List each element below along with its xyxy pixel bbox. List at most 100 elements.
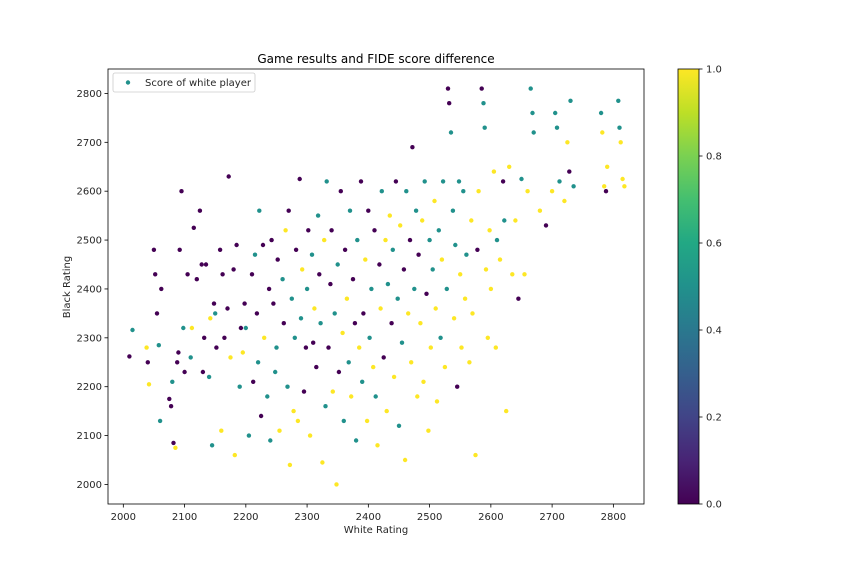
data-point [232, 452, 237, 458]
data-point [395, 296, 400, 301]
data-point [361, 311, 366, 316]
data-point [459, 345, 464, 350]
data-point [620, 176, 625, 182]
x-axis: 2000 2100 2200 2300 2400 2500 2600 2700 2800 [111, 504, 626, 523]
data-point [525, 189, 530, 194]
data-point [300, 267, 305, 272]
data-point [502, 218, 507, 223]
data-point [393, 179, 399, 184]
x-axis-label: White Rating [344, 525, 409, 536]
data-point [598, 110, 604, 116]
data-point [381, 355, 386, 360]
x-tick-label: 2700 [539, 512, 564, 523]
data-point [383, 237, 388, 243]
y-tick-label: 2700 [77, 138, 102, 149]
data-point [618, 140, 623, 145]
data-point [309, 252, 315, 257]
data-point [401, 267, 407, 272]
data-point [258, 413, 264, 419]
data-point [226, 174, 231, 179]
x-tick-label: 2200 [233, 512, 258, 523]
data-point [567, 169, 572, 174]
colorbar-tick-label: 0.0 [706, 500, 722, 511]
data-point [157, 418, 163, 424]
data-point [402, 457, 408, 463]
data-point [262, 335, 267, 340]
data-point [479, 86, 484, 91]
data-point [456, 179, 462, 184]
data-point [444, 286, 449, 292]
data-point [434, 399, 440, 404]
data-point [274, 345, 279, 350]
colorbar: 0.0 0.2 0.4 0.6 0.8 1.0 [677, 65, 722, 511]
data-point [543, 223, 549, 228]
data-point [451, 316, 457, 321]
data-point [203, 262, 209, 267]
data-point [497, 257, 503, 262]
data-point [357, 345, 362, 350]
data-point [315, 213, 321, 218]
data-point [213, 311, 218, 316]
data-point [289, 296, 294, 301]
data-point [554, 125, 560, 130]
legend-entry: Score of white player [145, 78, 252, 89]
data-point [341, 418, 346, 424]
y-tick-label: 2400 [77, 284, 102, 295]
data-point [171, 440, 176, 446]
data-point [328, 281, 333, 287]
chart-title: Game results and FIDE score difference [257, 52, 494, 66]
data-point [159, 286, 164, 292]
data-point [522, 272, 527, 277]
data-point [154, 311, 160, 316]
data-point [373, 394, 378, 399]
data-point [237, 384, 242, 389]
data-point [144, 345, 149, 350]
data-point [473, 452, 478, 458]
data-point [346, 360, 351, 365]
data-point [436, 228, 441, 233]
data-point [553, 110, 558, 116]
data-point [329, 228, 334, 233]
colorbar-ticks: 0.0 0.2 0.4 0.6 0.8 1.0 [699, 65, 722, 511]
data-point [281, 321, 286, 326]
data-point [557, 179, 562, 184]
data-point [182, 369, 187, 375]
data-point [292, 335, 297, 340]
x-tick-label: 2600 [478, 512, 503, 523]
y-axis-label: Black Rating [62, 256, 73, 318]
data-point [167, 396, 172, 402]
data-point [179, 189, 184, 194]
data-point [485, 335, 490, 340]
data-point [464, 252, 469, 257]
y-tick-label: 2200 [77, 382, 102, 393]
data-point [332, 311, 337, 316]
data-point [189, 325, 195, 331]
data-point [432, 198, 437, 204]
data-point [369, 286, 374, 292]
data-point [616, 98, 621, 104]
data-point [352, 321, 358, 326]
data-point [265, 394, 270, 399]
data-point [271, 301, 276, 306]
data-point [413, 208, 419, 213]
data-point [273, 369, 278, 375]
data-point [455, 384, 460, 389]
colorbar-tick-label: 0.4 [706, 326, 722, 337]
data-point [177, 247, 182, 252]
data-point [228, 355, 233, 360]
data-point [240, 350, 245, 355]
data-point [406, 311, 411, 316]
data-point [185, 272, 190, 277]
data-point [469, 218, 474, 223]
data-point [390, 247, 395, 252]
data-point [364, 418, 370, 424]
data-point [199, 262, 204, 267]
data-point [600, 130, 605, 135]
data-point [349, 394, 354, 399]
data-point [202, 335, 207, 340]
data-point [220, 272, 225, 277]
data-point [467, 360, 472, 365]
data-point [494, 237, 500, 243]
data-point [448, 130, 454, 135]
data-point [347, 208, 353, 213]
